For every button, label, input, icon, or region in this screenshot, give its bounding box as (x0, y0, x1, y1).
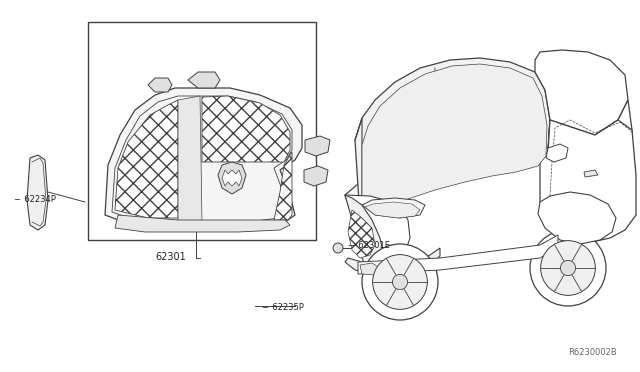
Circle shape (530, 230, 606, 306)
Polygon shape (202, 96, 290, 162)
Polygon shape (540, 120, 636, 242)
Polygon shape (584, 170, 598, 177)
Polygon shape (105, 88, 302, 228)
Text: 62301: 62301 (155, 252, 186, 262)
Polygon shape (305, 136, 330, 156)
Polygon shape (112, 96, 292, 223)
Polygon shape (546, 144, 568, 162)
Polygon shape (362, 64, 547, 210)
Polygon shape (178, 96, 202, 223)
Polygon shape (27, 155, 48, 230)
Polygon shape (362, 198, 425, 218)
Polygon shape (115, 100, 178, 218)
Polygon shape (274, 152, 292, 220)
Polygon shape (365, 202, 420, 218)
Circle shape (362, 244, 438, 320)
Polygon shape (546, 100, 632, 202)
Polygon shape (304, 166, 328, 186)
Circle shape (333, 243, 343, 253)
Text: ─  62301E: ─ 62301E (348, 241, 390, 250)
Polygon shape (345, 195, 410, 262)
Text: ─  62235P: ─ 62235P (262, 303, 304, 312)
Circle shape (392, 275, 408, 289)
Polygon shape (535, 50, 628, 152)
Circle shape (372, 255, 428, 310)
Circle shape (561, 260, 575, 276)
Polygon shape (355, 58, 550, 218)
Polygon shape (222, 170, 242, 186)
Polygon shape (538, 192, 616, 244)
Text: ─  62234P: ─ 62234P (14, 195, 56, 204)
Polygon shape (115, 215, 290, 232)
Text: R6230002B: R6230002B (568, 348, 617, 357)
Polygon shape (345, 132, 548, 218)
Polygon shape (218, 162, 246, 194)
Polygon shape (345, 248, 440, 275)
Polygon shape (360, 263, 380, 275)
Polygon shape (188, 72, 220, 88)
Polygon shape (348, 210, 375, 258)
Bar (88, 22, 316, 240)
Polygon shape (358, 235, 558, 274)
Polygon shape (148, 78, 172, 92)
Polygon shape (345, 195, 385, 268)
Circle shape (541, 241, 595, 295)
